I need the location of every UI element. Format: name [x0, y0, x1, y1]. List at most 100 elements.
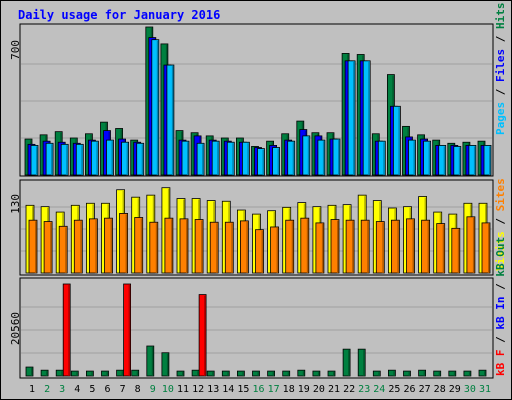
bar-body — [466, 216, 476, 274]
day-label: 5 — [89, 384, 95, 395]
bar-pages — [181, 140, 190, 176]
day-label: 14 — [222, 384, 234, 395]
bar-body — [191, 369, 200, 377]
bar-body — [436, 223, 446, 274]
bar-body — [86, 370, 94, 377]
bar-kb-in — [387, 369, 396, 377]
bar-shade — [468, 372, 471, 376]
bar-body — [255, 229, 264, 274]
bar-sites — [300, 217, 310, 274]
bar-kb-in — [176, 370, 185, 377]
bar-shade — [276, 227, 279, 273]
bar-sites — [451, 227, 461, 274]
bar-shade — [453, 372, 456, 376]
bar-shade — [353, 61, 355, 176]
bar-shade — [31, 368, 33, 376]
legend-kbin: kB In — [494, 297, 507, 330]
bar-shade — [363, 350, 365, 376]
bar-shade — [121, 371, 124, 376]
bar-body — [198, 294, 207, 377]
bar-shade — [413, 141, 415, 175]
bar-pages — [60, 143, 69, 176]
bar-shade — [428, 142, 431, 175]
day-label: 3 — [59, 384, 65, 395]
bar-body — [285, 219, 295, 274]
bar-shade — [141, 144, 144, 175]
bar-body — [300, 217, 310, 274]
legend-sites: Sites — [494, 178, 507, 211]
legend-pages: Pages — [494, 102, 507, 135]
bar-body — [224, 221, 234, 274]
bar-pages — [287, 140, 296, 176]
bar-shade — [68, 285, 70, 376]
bar-body — [312, 370, 321, 377]
bar-pages — [468, 144, 477, 176]
bar-body — [30, 144, 39, 176]
legend-bot: kB F / kB In / kB Out — [494, 237, 507, 376]
bar-body — [116, 369, 124, 377]
day-label: 16 — [252, 384, 264, 395]
bar-body — [166, 64, 175, 176]
day-label: 6 — [104, 384, 110, 395]
bar-body — [149, 221, 159, 274]
bar-kb-in — [327, 370, 336, 377]
bar-body — [70, 370, 79, 377]
bar-pages — [408, 139, 416, 176]
mid-max-label: 130 — [9, 194, 22, 214]
bar-body — [468, 144, 477, 176]
bar-sites — [390, 219, 400, 274]
bar-shade — [352, 221, 354, 273]
bar-shade — [277, 148, 280, 175]
day-label: 23 — [358, 384, 370, 395]
bar-sites — [28, 219, 38, 274]
bar-sites — [239, 220, 249, 274]
bar-shade — [91, 372, 93, 376]
bar-pages — [392, 105, 401, 176]
bar-shade — [155, 223, 158, 273]
bar-shade — [227, 372, 229, 376]
day-label: 21 — [328, 384, 340, 395]
bar-pages — [166, 64, 175, 176]
bar-body — [406, 218, 415, 274]
bar-body — [478, 369, 487, 377]
bar-body — [345, 219, 355, 274]
bar-kb-in — [448, 370, 457, 377]
bar-shade — [257, 372, 259, 376]
day-label: 4 — [74, 384, 80, 395]
bar-body — [403, 370, 411, 377]
bar-body — [179, 218, 189, 274]
bar-kb-in — [403, 370, 411, 377]
day-label: 9 — [150, 384, 156, 395]
bar-body — [421, 219, 431, 274]
legend-sep-5: / — [494, 283, 507, 290]
bar-body — [123, 283, 131, 377]
bar-body — [239, 220, 249, 274]
bar-body — [221, 370, 230, 377]
bar-shade — [458, 147, 461, 175]
day-label: 20 — [313, 384, 325, 395]
bar-shade — [393, 371, 395, 376]
bar-shade — [302, 371, 305, 376]
bar-shade — [96, 142, 98, 175]
bar-body — [181, 140, 190, 176]
bar-shade — [489, 146, 491, 175]
bar-shade — [307, 136, 310, 175]
day-label: 29 — [449, 384, 461, 395]
day-label: 25 — [388, 384, 400, 395]
bar-body — [282, 370, 291, 377]
bar-pages — [347, 60, 356, 176]
bar-body — [196, 142, 205, 176]
bar-body — [433, 370, 442, 377]
bar-sites — [179, 218, 189, 274]
bar-body — [121, 141, 129, 176]
bar-shade — [292, 142, 295, 175]
bar-body — [453, 146, 462, 176]
bar-kb-in — [206, 370, 215, 377]
bar-shade — [51, 144, 53, 175]
bar-pages — [317, 139, 326, 176]
bar-kb-in — [116, 369, 124, 377]
day-label: 2 — [44, 384, 50, 395]
bar-body — [257, 148, 265, 176]
bar-pages — [241, 141, 250, 176]
bar-kb-in — [221, 370, 230, 377]
